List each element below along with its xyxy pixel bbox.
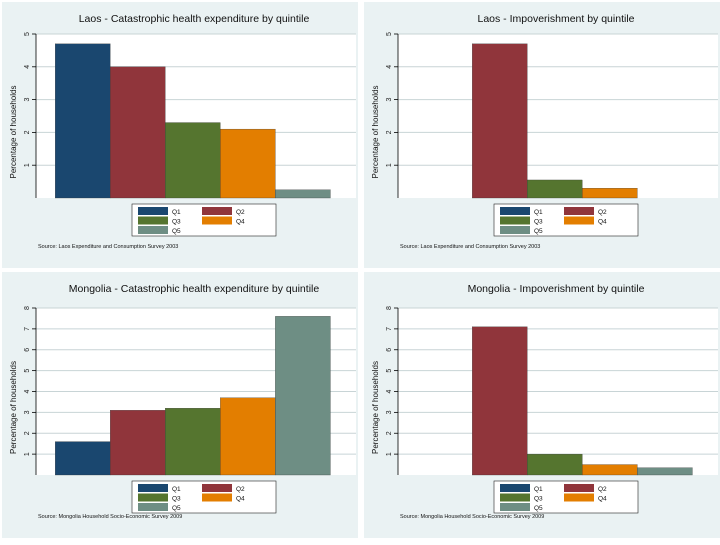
chart-2-y-tick-label: 4 xyxy=(386,65,393,69)
chart-2-legend-swatch-q5 xyxy=(500,226,530,234)
chart-1-y-tick-label: 5 xyxy=(24,32,31,36)
chart-2-plot-area xyxy=(398,34,718,198)
chart-4-bar-q2 xyxy=(472,326,528,476)
chart-2-bar-q3 xyxy=(527,179,583,199)
chart-1-y-tick-label: 4 xyxy=(24,65,31,69)
chart-1-title: Laos - Catastrophic health expenditure b… xyxy=(79,13,310,25)
chart-3-legend-swatch-q5 xyxy=(138,503,168,511)
chart-4-bar-q5 xyxy=(637,467,693,476)
chart-1-bar-q1 xyxy=(55,43,111,199)
chart-4-bar-q3 xyxy=(527,453,583,476)
chart-4-y-tick-label: 3 xyxy=(386,410,393,414)
chart-3-y-tick-label: 4 xyxy=(24,389,31,393)
chart-1-legend-swatch-q3 xyxy=(138,216,168,225)
chart-3-title: Mongolia - Catastrophic health expenditu… xyxy=(69,283,320,295)
chart-4-y-tick-label: 8 xyxy=(386,306,393,310)
chart-4-y-tick-label: 2 xyxy=(386,431,393,435)
chart-4-legend-label-q2: Q2 xyxy=(598,486,607,493)
chart-2-source-note: Source: Laos Expenditure and Consumption… xyxy=(400,244,540,250)
chart-1-y-tick-label: 1 xyxy=(24,163,31,167)
chart-1-y-axis-label: Percentage of households xyxy=(9,86,18,179)
chart-2-legend-label-q2: Q2 xyxy=(598,209,607,216)
chart-4-legend-swatch-q1 xyxy=(500,484,530,492)
chart-2-legend-swatch-q1 xyxy=(500,207,530,215)
chart-2-legend-swatch-q3 xyxy=(500,216,530,225)
chart-2-legend-label-q3: Q3 xyxy=(534,219,543,226)
chart-3-legend-label-q1: Q1 xyxy=(172,486,181,493)
chart-4-y-tick-label: 1 xyxy=(386,452,393,456)
chart-1-bar-q5 xyxy=(275,189,331,199)
chart-2-title: Laos - Impoverishment by quintile xyxy=(478,13,635,25)
chart-1-source-note: Source: Laos Expenditure and Consumption… xyxy=(38,244,178,250)
chart-3-bar-q4 xyxy=(220,397,276,476)
chart-3-legend-label-q4: Q4 xyxy=(236,496,245,503)
chart-3-y-tick-label: 1 xyxy=(24,452,31,456)
chart-2-bar-q2 xyxy=(472,43,528,199)
chart-4-y-tick-label: 4 xyxy=(386,389,393,393)
chart-1-legend-label-q3: Q3 xyxy=(172,219,181,226)
chart-1-legend-label-q4: Q4 xyxy=(236,219,245,226)
chart-2-y-axis-label: Percentage of households xyxy=(371,86,380,179)
chart-2-y-tick-label: 5 xyxy=(386,32,393,36)
chart-1-legend-label-q1: Q1 xyxy=(172,209,181,216)
chart-2-legend-label-q1: Q1 xyxy=(534,209,543,216)
chart-3-legend-swatch-q3 xyxy=(138,493,168,502)
chart-2-y-tick-label: 2 xyxy=(386,130,393,134)
chart-4-legend-swatch-q2 xyxy=(564,484,594,492)
chart-3-y-tick-label: 2 xyxy=(24,431,31,435)
chart-1-bar-q2 xyxy=(110,66,166,199)
chart-4-legend-label-q3: Q3 xyxy=(534,496,543,503)
chart-4-legend-label-q1: Q1 xyxy=(534,486,543,493)
chart-1-legend-label-q5: Q5 xyxy=(172,228,181,235)
chart-3-legend-label-q3: Q3 xyxy=(172,496,181,503)
chart-3-y-axis-label: Percentage of households xyxy=(9,361,18,454)
chart-1-y-tick-label: 3 xyxy=(24,98,31,102)
chart-4-title: Mongolia - Impoverishment by quintile xyxy=(468,283,645,295)
chart-4-legend-label-q5: Q5 xyxy=(534,505,543,512)
chart-4-legend-swatch-q4 xyxy=(564,493,594,502)
chart-2-legend-label-q4: Q4 xyxy=(598,219,607,226)
chart-4-bar-q4 xyxy=(582,464,638,476)
chart-1-y-tick-label: 2 xyxy=(24,130,31,134)
chart-1-legend-swatch-q4 xyxy=(202,216,232,225)
chart-4-legend-label-q4: Q4 xyxy=(598,496,607,503)
chart-3-bar-q2 xyxy=(110,410,166,476)
chart-3-y-tick-label: 5 xyxy=(24,369,31,373)
chart-1-legend-swatch-q2 xyxy=(202,207,232,215)
chart-1-bar-q4 xyxy=(220,128,276,199)
chart-4-y-tick-label: 6 xyxy=(386,348,393,352)
chart-2-y-tick-label: 1 xyxy=(386,163,393,167)
chart-3-bar-q5 xyxy=(275,316,331,476)
chart-1-legend-label-q2: Q2 xyxy=(236,209,245,216)
chart-3-legend-swatch-q4 xyxy=(202,493,232,502)
chart-3-legend-label-q2: Q2 xyxy=(236,486,245,493)
chart-3-y-tick-label: 8 xyxy=(24,306,31,310)
chart-3-y-tick-label: 7 xyxy=(24,327,31,331)
chart-4-legend-swatch-q5 xyxy=(500,503,530,511)
chart-2-y-tick-label: 3 xyxy=(386,98,393,102)
chart-2-legend-label-q5: Q5 xyxy=(534,228,543,235)
chart-3-legend-swatch-q2 xyxy=(202,484,232,492)
chart-4-y-tick-label: 7 xyxy=(386,327,393,331)
chart-4-legend-swatch-q3 xyxy=(500,493,530,502)
chart-4-source-note: Source: Mongolia Household Socio-Economi… xyxy=(400,514,544,520)
chart-2-bar-q4 xyxy=(582,188,638,199)
chart-1-legend-swatch-q5 xyxy=(138,226,168,234)
chart-1-legend-swatch-q1 xyxy=(138,207,168,215)
chart-3-legend-label-q5: Q5 xyxy=(172,505,181,512)
chart-4-y-tick-label: 5 xyxy=(386,369,393,373)
chart-3-source-note: Source: Mongolia Household Socio-Economi… xyxy=(38,514,182,520)
chart-2-legend-swatch-q4 xyxy=(564,216,594,225)
chart-1-bar-q3 xyxy=(165,122,221,199)
chart-3-bar-q1 xyxy=(55,441,111,476)
chart-2-legend-swatch-q2 xyxy=(564,207,594,215)
chart-3-bar-q3 xyxy=(165,408,221,476)
chart-3-legend-swatch-q1 xyxy=(138,484,168,492)
chart-3-y-tick-label: 3 xyxy=(24,410,31,414)
chart-3-y-tick-label: 6 xyxy=(24,348,31,352)
chart-4-y-axis-label: Percentage of households xyxy=(371,361,380,454)
